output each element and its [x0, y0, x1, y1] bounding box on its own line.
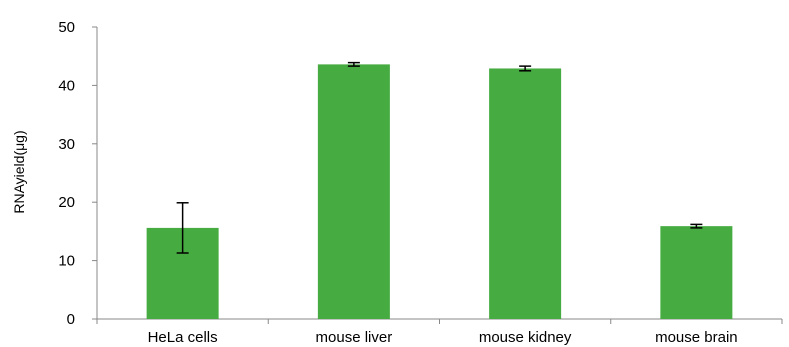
- bar-mouse-brain: [660, 226, 733, 319]
- bar-mouse-liver: [317, 64, 390, 319]
- y-axis: 0 10 20 30 40 50: [58, 19, 98, 328]
- y-tick-label: 0: [67, 311, 75, 328]
- x-category-label: mouse liver: [316, 329, 393, 346]
- x-category-label: HeLa cells: [148, 329, 218, 346]
- bar-mouse-kidney: [489, 68, 562, 320]
- y-tick-label: 40: [58, 77, 75, 94]
- x-axis: HeLa cells mouse liver mouse kidney mouse b…: [96, 318, 783, 346]
- x-category-label: mouse kidney: [479, 329, 572, 346]
- y-axis-title: RNAyield(μg): [11, 130, 27, 213]
- y-tick-label: 10: [58, 253, 75, 270]
- y-tick-label: 50: [58, 19, 75, 36]
- y-tick-label: 20: [58, 194, 75, 211]
- y-tick-label: 30: [58, 136, 75, 153]
- error-bars: [176, 61, 703, 254]
- x-category-label: mouse brain: [655, 329, 738, 346]
- bars: [146, 64, 733, 320]
